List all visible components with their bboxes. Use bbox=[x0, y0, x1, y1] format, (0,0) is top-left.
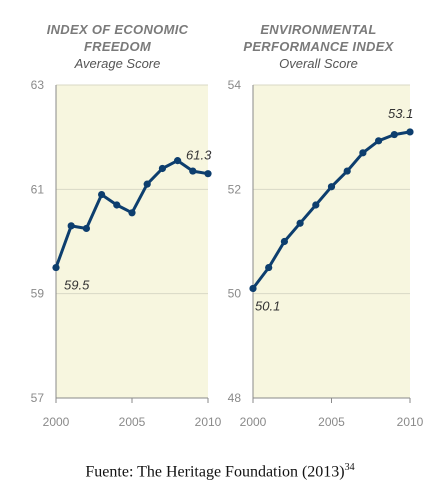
data-point bbox=[296, 219, 304, 227]
data-label: 59.5 bbox=[64, 278, 90, 293]
y-tick-label: 48 bbox=[228, 391, 242, 405]
y-tick-label: 52 bbox=[228, 182, 242, 196]
data-point bbox=[312, 201, 320, 209]
data-point bbox=[98, 190, 106, 199]
footnote-number: 34 bbox=[344, 462, 355, 473]
data-point bbox=[52, 263, 60, 272]
data-point bbox=[204, 170, 212, 178]
data-point bbox=[82, 224, 90, 233]
data-point bbox=[359, 149, 367, 157]
x-tick-label: 2000 bbox=[43, 415, 70, 429]
charts-svg: 57 59 61 63 2000 2005 2010 59.5 61.3 48 50 52 54 2000… bbox=[31, 78, 424, 429]
y-tick-label: 61 bbox=[31, 182, 45, 196]
data-point bbox=[375, 137, 383, 145]
plot-area bbox=[56, 85, 208, 398]
chart-panel-1: 48 50 52 54 2000 2005 2010 50.1 53.1 bbox=[228, 78, 424, 429]
x-tick-label: 2000 bbox=[240, 415, 267, 429]
y-tick-label: 50 bbox=[228, 287, 242, 301]
data-point bbox=[158, 164, 166, 173]
data-point bbox=[143, 180, 151, 188]
data-point bbox=[67, 222, 75, 230]
data-point bbox=[265, 263, 273, 272]
chart-subtitle: Average Score bbox=[74, 56, 161, 71]
data-point bbox=[128, 209, 136, 217]
x-tick-label: 2010 bbox=[195, 415, 222, 429]
chart-title: INDEX OF ECONOMIC FREEDOM bbox=[46, 22, 189, 54]
data-label: 53.1 bbox=[388, 106, 413, 121]
chart-title: ENVIRONMENTAL PERFORMANCE INDEX bbox=[243, 22, 394, 54]
x-tick-label: 2010 bbox=[397, 415, 424, 429]
data-point bbox=[174, 157, 182, 165]
plot-area bbox=[253, 85, 410, 398]
source-text: Fuente: The Heritage Foundation (2013) bbox=[85, 463, 345, 481]
x-tick-label: 2005 bbox=[119, 415, 146, 429]
data-point bbox=[406, 128, 414, 136]
y-tick-label: 57 bbox=[31, 391, 45, 405]
panel-title-economic-freedom: INDEX OF ECONOMIC FREEDOM Average Score bbox=[30, 21, 205, 73]
data-point bbox=[280, 237, 288, 246]
y-tick-label: 63 bbox=[31, 78, 45, 92]
x-tick-label: 2005 bbox=[318, 415, 345, 429]
data-point bbox=[249, 284, 257, 293]
data-point bbox=[113, 201, 121, 209]
data-label: 61.3 bbox=[186, 148, 212, 163]
y-tick-label: 59 bbox=[31, 287, 45, 301]
data-label: 50.1 bbox=[255, 298, 280, 313]
data-point bbox=[390, 130, 398, 139]
data-point bbox=[343, 167, 351, 175]
y-tick-label: 54 bbox=[228, 78, 242, 92]
panel-title-environmental-performance: ENVIRONMENTAL PERFORMANCE INDEX Overall … bbox=[226, 21, 411, 73]
data-point bbox=[189, 167, 197, 175]
chart-subtitle: Overall Score bbox=[279, 56, 358, 71]
source-caption: Fuente: The Heritage Foundation (2013)34 bbox=[0, 462, 440, 481]
data-point bbox=[327, 183, 336, 191]
chart-panel-0: 57 59 61 63 2000 2005 2010 59.5 61.3 bbox=[31, 78, 222, 429]
